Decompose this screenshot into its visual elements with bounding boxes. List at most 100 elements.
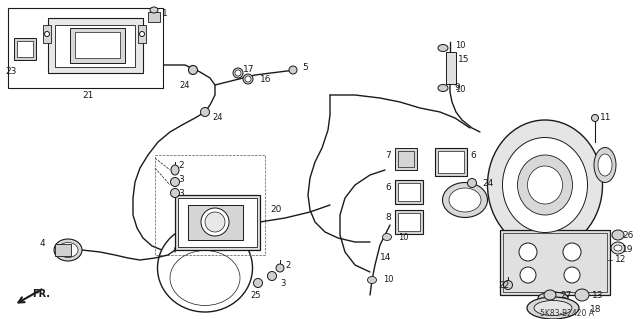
Text: 3: 3: [178, 175, 184, 184]
Text: 12: 12: [615, 256, 627, 264]
Ellipse shape: [383, 234, 392, 241]
Text: 7: 7: [385, 151, 391, 160]
Ellipse shape: [594, 147, 616, 182]
Bar: [55, 244, 71, 256]
Ellipse shape: [157, 224, 253, 312]
Ellipse shape: [233, 68, 243, 78]
Text: 9: 9: [454, 84, 460, 93]
Bar: [8, 8, 163, 88]
Ellipse shape: [243, 74, 253, 84]
Ellipse shape: [598, 154, 612, 176]
Text: 19: 19: [622, 244, 634, 254]
Bar: [70, 28, 125, 63]
Bar: [178, 198, 257, 247]
Ellipse shape: [171, 165, 179, 175]
Ellipse shape: [564, 267, 580, 283]
Text: 5: 5: [302, 63, 308, 71]
Bar: [500, 230, 610, 295]
Ellipse shape: [591, 115, 598, 122]
Ellipse shape: [527, 297, 579, 319]
Bar: [55, 25, 135, 67]
Text: 10: 10: [455, 41, 465, 50]
Bar: [17, 41, 33, 57]
Text: 3: 3: [178, 189, 184, 197]
Text: 2: 2: [285, 261, 291, 270]
Text: 8: 8: [385, 213, 391, 222]
Bar: [438, 151, 464, 173]
Text: 16: 16: [260, 76, 271, 85]
Text: 23: 23: [5, 68, 17, 77]
Ellipse shape: [575, 289, 589, 301]
Ellipse shape: [276, 264, 284, 272]
Bar: [75, 32, 120, 58]
Text: 24: 24: [482, 179, 493, 188]
Ellipse shape: [54, 239, 82, 261]
Bar: [446, 52, 456, 84]
Text: 15: 15: [458, 56, 470, 64]
Text: 26: 26: [622, 231, 634, 240]
Ellipse shape: [253, 278, 262, 287]
Ellipse shape: [170, 177, 179, 187]
Ellipse shape: [140, 32, 145, 36]
Text: 24: 24: [180, 80, 190, 90]
Ellipse shape: [438, 44, 448, 51]
Text: 18: 18: [590, 306, 602, 315]
Ellipse shape: [614, 245, 622, 251]
Bar: [395, 180, 423, 204]
Ellipse shape: [520, 267, 536, 283]
Ellipse shape: [235, 70, 241, 76]
Bar: [14, 38, 36, 60]
Ellipse shape: [612, 230, 624, 240]
Text: 6: 6: [385, 183, 391, 192]
Ellipse shape: [534, 300, 572, 315]
Ellipse shape: [438, 85, 448, 92]
Bar: [435, 148, 467, 176]
Ellipse shape: [201, 208, 229, 236]
Ellipse shape: [58, 242, 78, 257]
Ellipse shape: [467, 179, 477, 188]
Text: 2: 2: [178, 160, 184, 169]
Bar: [48, 18, 143, 73]
Bar: [398, 151, 414, 167]
Text: 4: 4: [40, 240, 45, 249]
Text: 10: 10: [383, 276, 394, 285]
Ellipse shape: [367, 277, 376, 284]
Ellipse shape: [488, 120, 602, 250]
Text: 22: 22: [498, 280, 509, 290]
Ellipse shape: [611, 242, 625, 254]
Ellipse shape: [563, 243, 581, 261]
Ellipse shape: [200, 108, 209, 116]
Bar: [395, 210, 423, 234]
Ellipse shape: [170, 189, 179, 197]
Text: 6: 6: [470, 151, 476, 160]
Text: 17: 17: [243, 64, 255, 73]
Ellipse shape: [527, 166, 563, 204]
Text: 13: 13: [592, 292, 604, 300]
Ellipse shape: [544, 290, 556, 300]
Ellipse shape: [502, 137, 588, 233]
Ellipse shape: [518, 155, 573, 215]
Text: 21: 21: [83, 92, 93, 100]
Text: 25: 25: [250, 291, 260, 300]
Text: 27: 27: [560, 292, 572, 300]
Ellipse shape: [504, 280, 513, 290]
Text: 10: 10: [455, 85, 465, 93]
Ellipse shape: [150, 7, 158, 13]
Bar: [188, 205, 243, 240]
Bar: [395, 148, 417, 170]
Bar: [398, 183, 420, 201]
Text: 14: 14: [380, 254, 392, 263]
Text: 24: 24: [212, 114, 223, 122]
Text: FR.: FR.: [32, 289, 50, 299]
Text: 10: 10: [398, 233, 408, 241]
Ellipse shape: [519, 243, 537, 261]
Bar: [43, 25, 51, 43]
Text: 20: 20: [270, 205, 282, 214]
Text: 11: 11: [600, 114, 611, 122]
Ellipse shape: [289, 66, 297, 74]
Text: 3: 3: [280, 278, 285, 287]
Text: 1: 1: [162, 10, 168, 19]
Bar: [148, 12, 160, 22]
Bar: [503, 233, 607, 292]
Ellipse shape: [442, 182, 488, 218]
